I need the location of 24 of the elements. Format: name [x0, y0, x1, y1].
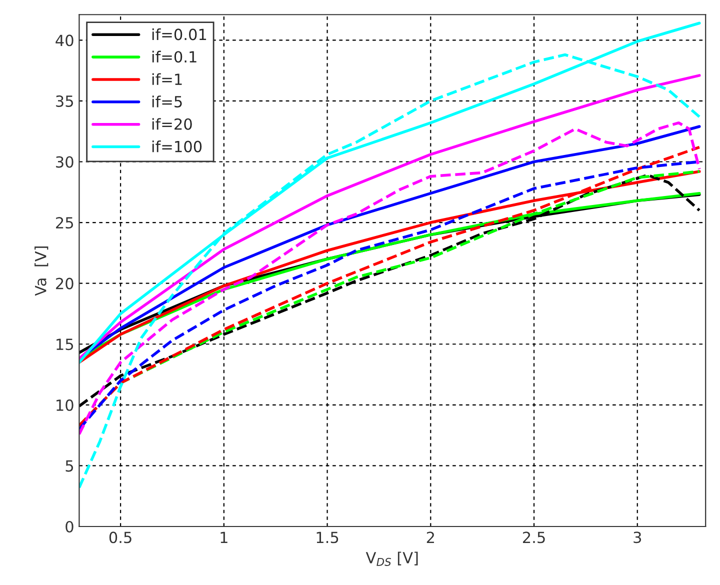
legend-label: if=0.01	[152, 28, 206, 40]
y-tick-label: 25	[56, 217, 74, 229]
y-tick-label: 30	[56, 156, 74, 168]
x-tick-label: 3	[634, 532, 642, 544]
y-tick-label: 40	[56, 34, 74, 46]
x-tick-label: 2	[426, 532, 434, 543]
legend-label: if=20	[152, 118, 192, 130]
y-tick-label: 35	[56, 95, 74, 107]
x-tick-label: 1.5	[316, 532, 338, 544]
line-series	[79, 74, 701, 360]
y-tick-label: 10	[56, 399, 74, 411]
legend-label: if=1	[152, 73, 182, 85]
y-tick-label: 5	[66, 460, 74, 472]
legend-label: if=0.1	[152, 50, 196, 63]
x-tick-label: 2.5	[522, 532, 545, 544]
y-tick-label: 0	[66, 520, 74, 533]
y-tick-label: 15	[56, 338, 74, 350]
x-tick-label: 0.5	[109, 532, 132, 544]
y-tick-label: 20	[56, 278, 74, 290]
legend-label: if=100	[152, 140, 202, 152]
x-tick-label: 1	[220, 532, 228, 543]
legend-label: if=5	[152, 96, 182, 108]
x-axis-title: V$_{DS}$ [V]	[366, 552, 418, 566]
y-axis-title: Va [V]	[34, 246, 48, 296]
